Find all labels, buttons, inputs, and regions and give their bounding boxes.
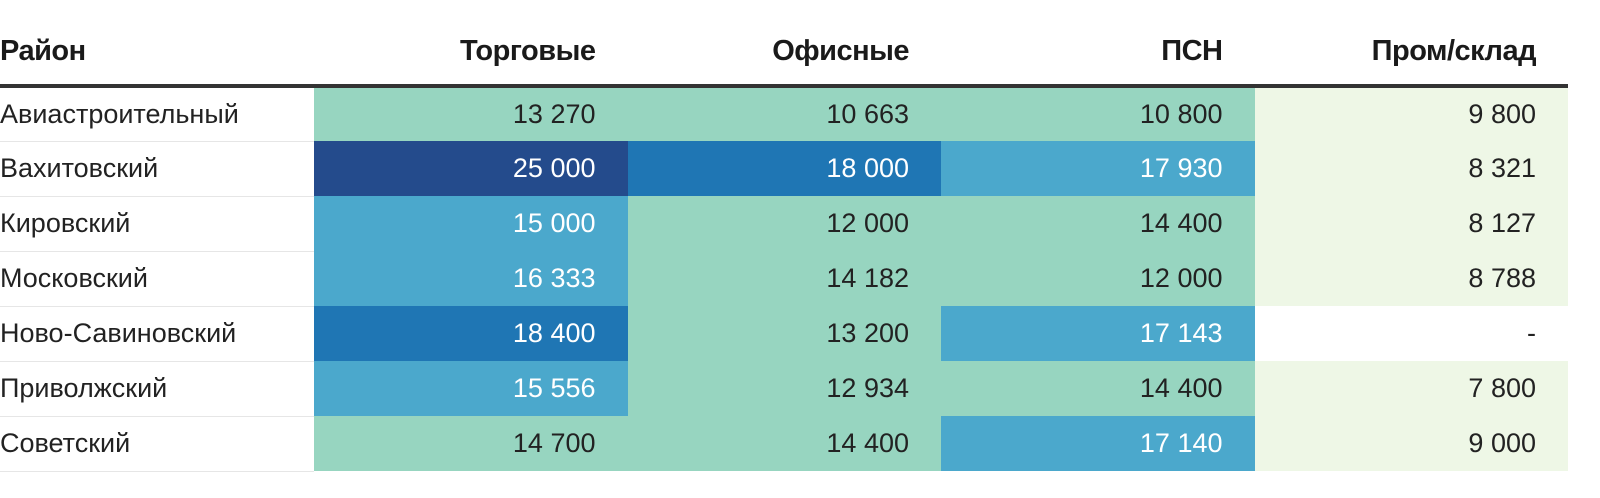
- cell-psn: 14 400: [941, 196, 1255, 251]
- cell-office: 12 000: [627, 196, 941, 251]
- price-heatmap-table: Район Торговые Офисные ПСН Пром/склад Ав…: [0, 18, 1568, 472]
- cell-psn: 10 800: [941, 86, 1255, 141]
- table-row: Авиастроительный 13 270 10 663 10 800 9 800: [0, 86, 1568, 142]
- cell-office: 12 934: [627, 361, 941, 416]
- district-name: Кировский: [0, 196, 314, 252]
- column-header-retail: Торговые: [314, 18, 628, 88]
- table-row: Московский 16 333 14 182 12 000 8 788: [0, 251, 1568, 307]
- district-name: Авиастроительный: [0, 86, 314, 142]
- cell-industrial-warehouse: 9 800: [1254, 86, 1568, 141]
- cell-retail: 25 000: [314, 141, 628, 196]
- cell-office: 10 663: [627, 86, 941, 141]
- cell-industrial-warehouse: -: [1254, 306, 1568, 361]
- district-name: Ново-Савиновский: [0, 306, 314, 362]
- cell-office: 14 182: [627, 251, 941, 306]
- cell-retail: 16 333: [314, 251, 628, 306]
- cell-industrial-warehouse: 8 127: [1254, 196, 1568, 251]
- cell-industrial-warehouse: 8 321: [1254, 141, 1568, 196]
- cell-psn: 17 140: [941, 416, 1255, 471]
- cell-retail: 14 700: [314, 416, 628, 471]
- cell-office: 18 000: [627, 141, 941, 196]
- cell-retail: 13 270: [314, 86, 628, 141]
- cell-psn: 12 000: [941, 251, 1255, 306]
- table-body: Авиастроительный 13 270 10 663 10 800 9 800 В…: [0, 86, 1568, 472]
- cell-retail: 15 556: [314, 361, 628, 416]
- district-name: Московский: [0, 251, 314, 307]
- cell-industrial-warehouse: 7 800: [1254, 361, 1568, 416]
- cell-psn: 17 143: [941, 306, 1255, 361]
- cell-retail: 18 400: [314, 306, 628, 361]
- cell-office: 14 400: [627, 416, 941, 471]
- cell-industrial-warehouse: 9 000: [1254, 416, 1568, 471]
- cell-psn: 17 930: [941, 141, 1255, 196]
- district-name: Вахитовский: [0, 141, 314, 197]
- cell-retail: 15 000: [314, 196, 628, 251]
- column-header-psn: ПСН: [941, 18, 1255, 88]
- table-row: Приволжский 15 556 12 934 14 400 7 800: [0, 361, 1568, 417]
- table-row: Советский 14 700 14 400 17 140 9 000: [0, 416, 1568, 472]
- table-header-row: Район Торговые Офисные ПСН Пром/склад: [0, 18, 1568, 88]
- column-header-industrial-warehouse: Пром/склад: [1254, 18, 1568, 88]
- column-header-district: Район: [0, 18, 314, 88]
- district-name: Советский: [0, 416, 314, 472]
- table-row: Ново-Савиновский 18 400 13 200 17 143-: [0, 306, 1568, 362]
- table-row: Вахитовский 25 000 18 000 17 930 8 321: [0, 141, 1568, 197]
- column-header-office: Офисные: [627, 18, 941, 88]
- cell-industrial-warehouse: 8 788: [1254, 251, 1568, 306]
- cell-psn: 14 400: [941, 361, 1255, 416]
- district-name: Приволжский: [0, 361, 314, 417]
- table-row: Кировский 15 000 12 000 14 400 8 127: [0, 196, 1568, 252]
- cell-office: 13 200: [627, 306, 941, 361]
